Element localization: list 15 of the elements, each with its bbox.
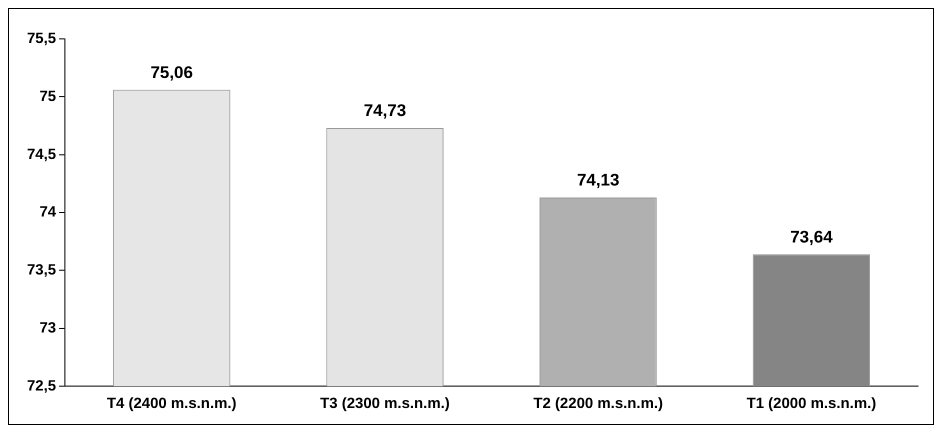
data-label: 73,64 xyxy=(790,227,834,246)
x-tick-label: T4 (2400 m.s.n.m.) xyxy=(106,395,237,412)
y-tick-label: 73 xyxy=(39,319,56,336)
y-tick-label: 75,5 xyxy=(26,30,56,47)
y-tick-label: 74,5 xyxy=(26,146,56,163)
data-label: 74,13 xyxy=(576,170,620,190)
y-tick-label: 72,5 xyxy=(26,377,56,394)
y-tick-label: 75 xyxy=(39,88,56,105)
y-tick-label: 73,5 xyxy=(26,262,56,279)
x-tick-label: T2 (2200 m.s.n.m.) xyxy=(533,395,664,412)
x-tick-label: T3 (2300 m.s.n.m.) xyxy=(320,395,450,412)
y-tick-label: 74 xyxy=(39,204,57,221)
data-label: 74,73 xyxy=(364,101,406,120)
data-label: 75,06 xyxy=(150,63,193,82)
x-tick-label: T1 (2000 m.s.n.m.) xyxy=(746,395,876,412)
